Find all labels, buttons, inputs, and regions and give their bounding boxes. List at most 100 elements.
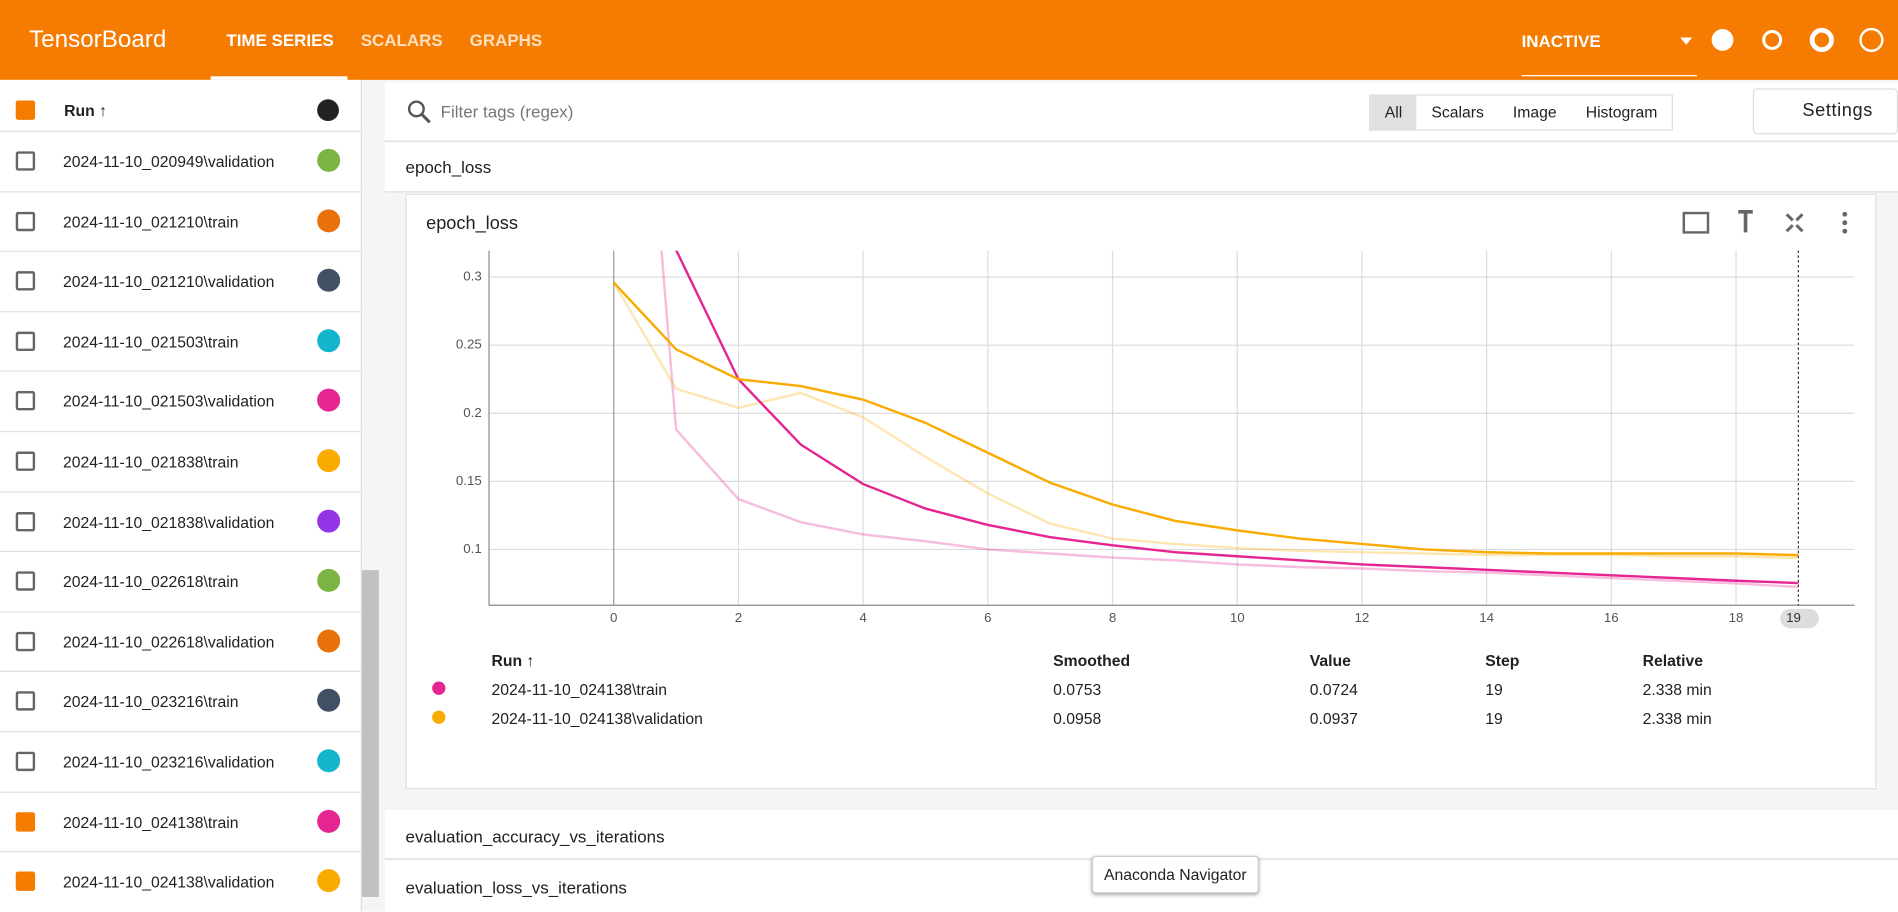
run-header: Run ↑ bbox=[0, 80, 361, 132]
run-checkbox[interactable] bbox=[15, 151, 36, 171]
run-row: 2024-11-10_021503\train bbox=[0, 311, 361, 373]
run-checkbox[interactable] bbox=[15, 631, 36, 652]
run-row: 2024-11-10_021210\validation bbox=[0, 251, 361, 313]
main-panel: Filter tags (regex) All Scalars Image Histo… bbox=[383, 80, 1898, 912]
run-checkbox[interactable] bbox=[15, 571, 36, 591]
scrollbar[interactable] bbox=[361, 570, 379, 897]
legend-dot bbox=[432, 681, 446, 695]
run-label: 2024-11-10_022618\train bbox=[62, 572, 239, 591]
tooltip: Anaconda Navigator bbox=[1091, 855, 1259, 894]
run-label: 2024-11-10_023216\train bbox=[62, 692, 239, 712]
run-checkbox[interactable] bbox=[15, 391, 36, 411]
run-color[interactable] bbox=[317, 148, 341, 172]
run-color[interactable] bbox=[317, 329, 341, 353]
section-header[interactable]: epoch_loss bbox=[384, 142, 1898, 193]
run-color[interactable] bbox=[317, 869, 341, 893]
run-color[interactable] bbox=[317, 689, 341, 713]
run-color[interactable] bbox=[317, 809, 341, 833]
run-checkbox[interactable] bbox=[15, 271, 36, 291]
table-cell: 0.0753 bbox=[1053, 680, 1102, 699]
run-label: 2024-11-10_024138\train bbox=[62, 812, 239, 832]
palette-icon[interactable] bbox=[316, 98, 340, 122]
collapse-icon[interactable] bbox=[1785, 213, 1804, 233]
reload-icon[interactable] bbox=[1762, 29, 1783, 50]
run-label: 2024-11-10_021503\train bbox=[62, 332, 239, 351]
theme-icon[interactable] bbox=[1711, 29, 1734, 51]
header-icons bbox=[1680, 27, 1884, 53]
legend-dot bbox=[432, 710, 446, 724]
run-label: 2024-11-10_021838\validation bbox=[62, 512, 275, 531]
cursor-badge[interactable] bbox=[1780, 608, 1819, 629]
dropdown-arrow[interactable] bbox=[1680, 37, 1693, 45]
y-tick-label: 0.15 bbox=[456, 473, 482, 488]
table-header: Value bbox=[1309, 651, 1351, 670]
run-color[interactable] bbox=[317, 449, 341, 473]
run-checkbox[interactable] bbox=[15, 691, 36, 712]
run-label: 2024-11-10_024138\validation bbox=[62, 872, 275, 892]
run-checkbox[interactable] bbox=[15, 871, 36, 892]
x-tick-label: 14 bbox=[1479, 610, 1494, 625]
y-tick-label: 0.1 bbox=[463, 541, 481, 556]
run-label: 2024-11-10_023216\validation bbox=[62, 752, 275, 772]
table-cell: 2.338 min bbox=[1642, 709, 1712, 728]
menu-icon[interactable] bbox=[1842, 228, 1848, 234]
run-label: 2024-11-10_020949\validation bbox=[62, 152, 275, 171]
run-row: 2024-11-10_021210\train bbox=[0, 191, 361, 253]
fullscreen-icon[interactable] bbox=[1682, 211, 1710, 234]
run-color[interactable] bbox=[317, 268, 341, 292]
run-color[interactable] bbox=[317, 749, 341, 773]
x-tick-label: 10 bbox=[1230, 610, 1245, 625]
section-title: evaluation_loss_vs_iterations bbox=[405, 877, 627, 897]
filter-chip[interactable]: Image bbox=[1512, 102, 1557, 122]
table-header: Run ↑ bbox=[491, 651, 535, 670]
tab[interactable]: GRAPHS bbox=[469, 30, 543, 50]
run-row: 2024-11-10_024138\validation bbox=[0, 851, 361, 912]
tab[interactable]: SCALARS bbox=[360, 30, 443, 50]
settings-icon[interactable] bbox=[1809, 27, 1834, 53]
table-cell: 2.338 min bbox=[1642, 680, 1712, 699]
table-cell: 19 bbox=[1485, 680, 1503, 699]
filter-input[interactable]: Filter tags (regex) bbox=[440, 101, 574, 122]
run-color[interactable] bbox=[317, 208, 341, 232]
select-underline bbox=[1521, 75, 1698, 77]
run-checkbox[interactable] bbox=[15, 511, 36, 531]
run-color[interactable] bbox=[317, 629, 341, 653]
chart: 0.1 0.15 0.2 0.25 0.3 0 2 4 6 8 10 12 14 16 18 19 bbox=[456, 250, 1855, 629]
run-row: 2024-11-10_021838\train bbox=[0, 431, 361, 493]
help-icon[interactable] bbox=[1859, 27, 1884, 53]
settings-button[interactable]: Settings bbox=[1752, 88, 1898, 135]
run-checkbox[interactable] bbox=[15, 751, 36, 772]
filter-chip[interactable]: All bbox=[1370, 95, 1417, 130]
run-color[interactable] bbox=[317, 509, 341, 533]
table-cell: 0.0937 bbox=[1309, 709, 1358, 728]
run-label: 2024-11-10_022618\validation bbox=[62, 632, 275, 652]
search-icon bbox=[407, 100, 431, 124]
run-row: 2024-11-10_021503\validation bbox=[0, 371, 361, 433]
x-tick-label: 16 bbox=[1604, 610, 1619, 625]
pin-icon[interactable] bbox=[1738, 210, 1753, 233]
tab[interactable]: TIME SERIES bbox=[226, 30, 334, 50]
run-checkbox[interactable] bbox=[15, 331, 36, 351]
x-tick-label: 8 bbox=[1109, 610, 1116, 625]
run-color[interactable] bbox=[317, 389, 341, 413]
column-header[interactable]: Run ↑ bbox=[64, 101, 107, 120]
filter-chip[interactable]: Scalars bbox=[1431, 102, 1484, 122]
select-all-checkbox[interactable] bbox=[15, 100, 36, 120]
run-checkbox[interactable] bbox=[15, 451, 36, 471]
table-cell: 2024-11-10_024138\train bbox=[491, 680, 668, 699]
table-cell: 0.0724 bbox=[1309, 680, 1358, 699]
x-tick-label: 4 bbox=[859, 610, 866, 625]
run-row: 2024-11-10_021838\validation bbox=[0, 491, 361, 553]
run-checkbox[interactable] bbox=[15, 211, 36, 231]
run-row: 2024-11-10_024138\train bbox=[0, 791, 361, 853]
x-tick-label: 18 bbox=[1729, 610, 1744, 625]
x-tick-label: 2 bbox=[735, 610, 742, 625]
section-header[interactable]: evaluation_accuracy_vs_iterations bbox=[384, 809, 1898, 860]
run-color[interactable] bbox=[317, 569, 341, 593]
x-tick-label: 6 bbox=[984, 610, 991, 625]
run-checkbox[interactable] bbox=[15, 811, 36, 832]
table-cell: 19 bbox=[1485, 709, 1503, 728]
filter-chip[interactable]: Histogram bbox=[1585, 102, 1658, 122]
app-title: TensorBoard bbox=[29, 26, 167, 54]
status-select[interactable]: INACTIVE bbox=[1521, 31, 1601, 51]
